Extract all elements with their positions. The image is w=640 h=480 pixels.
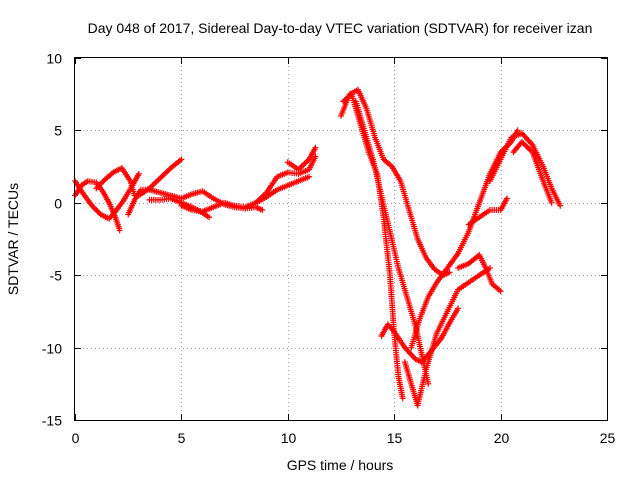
y-tick-label: -15 xyxy=(42,413,62,429)
data-point xyxy=(455,305,462,312)
grid xyxy=(75,58,607,420)
data-series-arc9 xyxy=(284,144,319,173)
data-point xyxy=(116,227,123,234)
data-point xyxy=(312,144,319,151)
y-tick-label: 0 xyxy=(54,196,62,212)
data-series-arc10 xyxy=(338,86,453,279)
x-tick-label: 10 xyxy=(281,430,297,446)
data-series-arc5 xyxy=(135,156,185,199)
data-point xyxy=(514,127,521,134)
data-point xyxy=(548,199,555,206)
data-series-arc17 xyxy=(465,195,510,228)
data-point xyxy=(259,207,266,214)
x-tick-label: 25 xyxy=(600,430,616,446)
data-series-arc3 xyxy=(93,165,138,199)
y-tick-label: -5 xyxy=(50,268,63,284)
chart-title: Day 048 of 2017, Sidereal Day-to-day VTE… xyxy=(88,20,593,36)
data-series-arc19 xyxy=(510,138,555,206)
axes: 0 5 10 15 20 25 -15 -10 -5 0 5 10 xyxy=(42,51,616,447)
data-series-arc16 xyxy=(455,251,504,295)
data-point xyxy=(306,173,313,180)
y-tick-label: -10 xyxy=(42,341,62,357)
data-point xyxy=(497,288,504,295)
data-point xyxy=(399,395,406,402)
data-series-arc14 xyxy=(378,305,462,366)
plot-data xyxy=(72,86,564,409)
data-point xyxy=(425,380,432,387)
y-tick-label: 10 xyxy=(46,51,62,67)
y-axis-label: SDTVAR / TECUs xyxy=(5,183,21,295)
data-series-arc15 xyxy=(408,127,521,351)
x-tick-label: 15 xyxy=(387,430,403,446)
data-series-arc7 xyxy=(178,173,313,215)
data-series-arc18 xyxy=(486,130,564,209)
x-tick-label: 5 xyxy=(178,430,186,446)
data-point xyxy=(557,202,564,209)
y-tick-label: 5 xyxy=(54,123,62,139)
x-tick-label: 20 xyxy=(494,430,510,446)
data-point xyxy=(135,170,142,177)
data-point xyxy=(206,214,213,221)
x-axis-label: GPS time / hours xyxy=(287,457,394,473)
data-series-arc8 xyxy=(252,153,319,206)
x-tick-label: 0 xyxy=(72,430,80,446)
data-point xyxy=(446,269,453,276)
plot-frame xyxy=(74,57,608,421)
data-point xyxy=(503,195,510,202)
data-point xyxy=(178,156,185,163)
